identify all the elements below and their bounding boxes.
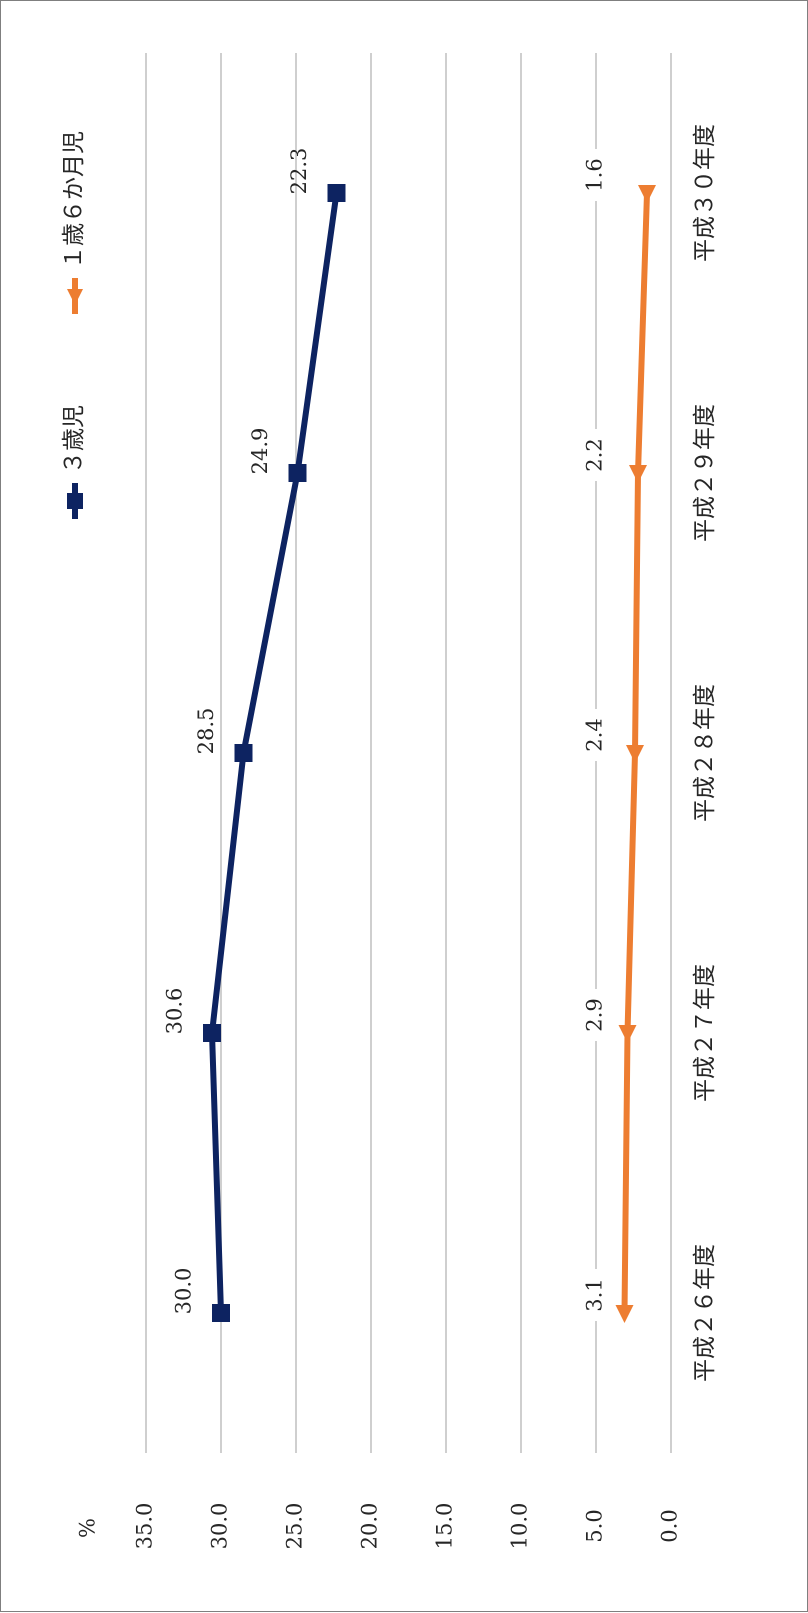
category-label: 平成３０年度: [692, 124, 718, 262]
y-tick-label: 10.0: [508, 1503, 532, 1550]
y-tick-label: 35.0: [133, 1503, 157, 1550]
y-tick-label: 15.0: [433, 1503, 457, 1550]
y-tick-label: 5.0: [583, 1509, 607, 1542]
category-label: 平成２７年度: [692, 964, 718, 1102]
data-label: 24.9: [248, 428, 272, 475]
data-label: 1.6: [583, 158, 607, 191]
data-label: 22.3: [287, 148, 311, 195]
legend-marker-triangle: [67, 289, 83, 305]
y-tick-label: 20.0: [358, 1503, 382, 1550]
y-tick-label: 0.0: [658, 1509, 682, 1542]
legend-label: ３歳児: [61, 405, 87, 474]
data-label: 3.1: [583, 1278, 607, 1311]
data-label: 2.2: [583, 438, 607, 471]
data-point-square: [234, 744, 253, 762]
category-label: 平成２６年度: [692, 1244, 718, 1382]
data-point-triangle: [618, 1025, 637, 1043]
data-label: 28.5: [194, 708, 218, 755]
y-tick-label: 25.0: [283, 1503, 307, 1550]
legend-label: １歳６か月児: [61, 131, 87, 269]
data-point-triangle: [615, 1305, 634, 1323]
data-point-triangle: [638, 185, 656, 203]
data-label: 30.0: [172, 1268, 196, 1315]
data-point-square: [327, 184, 346, 202]
category-label: 平成２９年度: [692, 404, 718, 542]
series-line: [209, 190, 340, 1316]
data-label: 2.4: [583, 718, 607, 751]
y-axis-unit-label: %: [76, 1518, 100, 1538]
data-point-square: [288, 464, 307, 482]
data-point-square: [203, 1024, 221, 1042]
data-point-square: [212, 1304, 230, 1322]
data-label: 30.6: [163, 988, 187, 1035]
y-tick-label: 30.0: [208, 1503, 232, 1550]
data-point-triangle: [626, 745, 644, 763]
data-label: 2.9: [583, 998, 607, 1031]
data-point-triangle: [629, 465, 647, 483]
legend-marker-square: [67, 493, 83, 509]
category-label: 平成２８年度: [692, 684, 718, 822]
